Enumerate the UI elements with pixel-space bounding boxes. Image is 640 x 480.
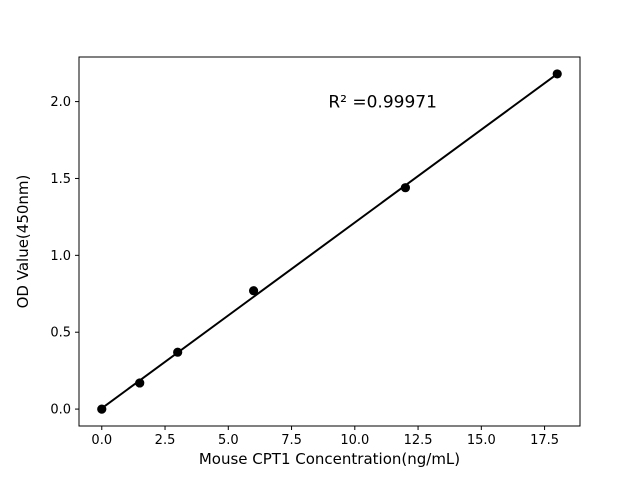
x-axis-label: Mouse CPT1 Concentration(ng/mL) [199,450,460,468]
x-tick-label: 12.5 [404,433,433,448]
y-tick-label: 0.5 [50,326,71,341]
plot-border [78,56,581,427]
fit-line [100,72,559,410]
x-tick-label: 7.5 [281,433,302,448]
data-point [135,378,145,388]
data-point [173,347,183,357]
r-squared-annotation: R² =0.99971 [328,93,437,113]
data-point [400,183,411,193]
y-tick-label: 1.5 [50,172,71,187]
y-tick-label: 1.0 [50,249,71,264]
data-point [97,404,107,414]
y-tick-label: 0.0 [50,403,71,418]
y-axis-label: OD Value(450nm) [14,175,32,309]
x-tick-label: 0.0 [91,433,112,448]
x-tick-label: 2.5 [155,433,176,448]
x-tick-label: 10.0 [340,433,369,448]
data-point [552,69,562,79]
x-tick-label: 17.5 [530,433,559,448]
x-tick-label: 5.0 [218,433,239,448]
x-tick-label: 15.0 [467,433,496,448]
data-point [248,286,259,296]
y-tick-label: 2.0 [50,95,71,110]
